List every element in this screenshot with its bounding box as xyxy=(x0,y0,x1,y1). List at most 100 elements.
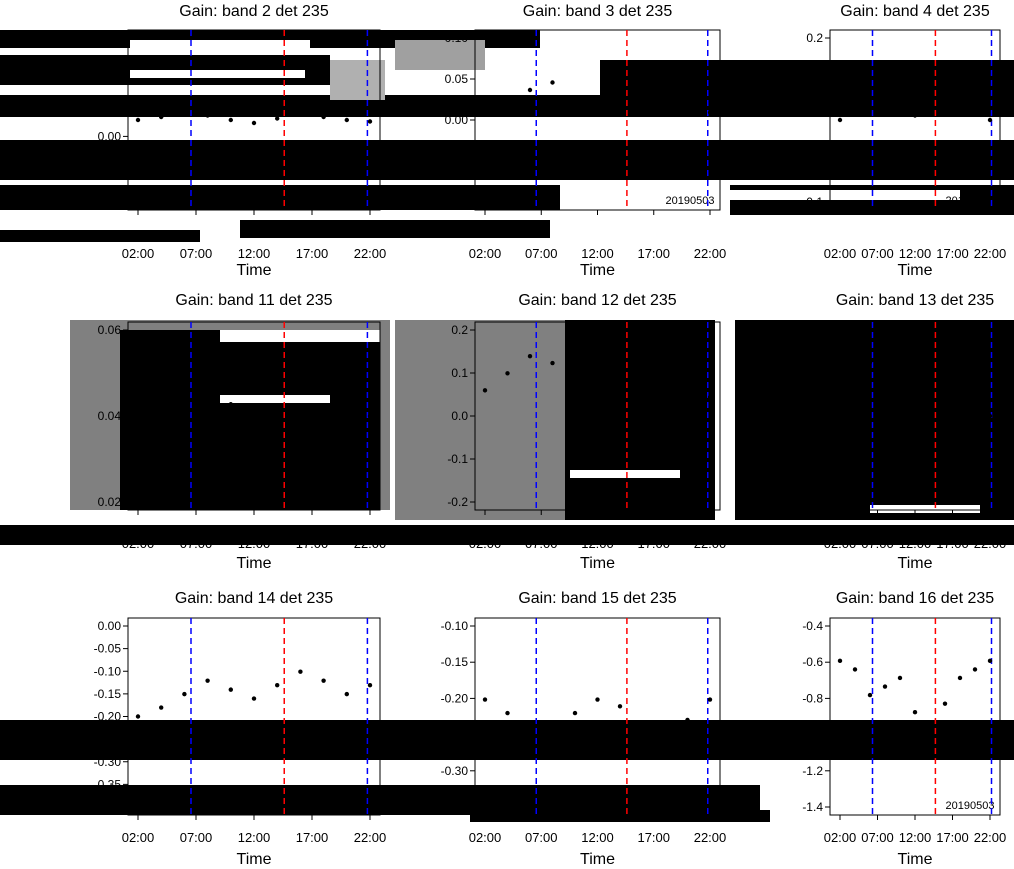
data-point xyxy=(482,388,488,393)
x-tick-label: 02:00 xyxy=(122,830,155,845)
panel-title: Gain: band 14 det 235 xyxy=(175,590,333,607)
y-tick-label: -0.08 xyxy=(796,409,824,423)
data-point xyxy=(685,102,690,108)
data-point xyxy=(205,113,210,118)
data-point xyxy=(640,724,645,729)
data-point xyxy=(275,116,280,121)
panel-8: Gain: band 15 det 235 -0.10 -0.15 -0.20 -0.2… xyxy=(441,590,727,868)
data-point xyxy=(640,87,645,93)
data-point xyxy=(135,714,141,719)
data-point xyxy=(182,691,187,697)
y-tick-label: -0.1 xyxy=(802,195,823,209)
data-point xyxy=(482,697,488,702)
x-axis-label: Time xyxy=(898,262,933,279)
plot-area-frame xyxy=(829,29,1001,211)
y-tick-label: 0.0 xyxy=(806,140,823,154)
data-point xyxy=(182,366,187,372)
date-annotation: 20190503 xyxy=(946,195,995,207)
y-tick-label: 0.04 xyxy=(98,64,122,78)
x-tick-label: 17:00 xyxy=(637,830,670,845)
y-tick-label: -0.04 xyxy=(796,352,824,366)
x-tick-label: 07:00 xyxy=(180,246,213,261)
x-tick-label: 07:00 xyxy=(525,246,558,261)
date-annotation: 20190503 xyxy=(666,800,715,812)
panel-title: Gain: band 15 det 235 xyxy=(518,590,676,607)
x-tick-label: 12:00 xyxy=(581,246,614,261)
data-point xyxy=(572,95,578,100)
y-tick-label: -0.20 xyxy=(94,710,122,724)
data-point xyxy=(344,402,349,407)
data-point xyxy=(527,87,533,93)
date-annotation: 20190503 xyxy=(666,495,715,507)
x-axis-label: Time xyxy=(237,555,272,572)
x-tick-label: 07:00 xyxy=(525,830,558,845)
y-tick-label: 0.1 xyxy=(451,366,468,380)
data-point xyxy=(550,724,555,729)
y-tick-label: 0.1 xyxy=(806,86,823,100)
glitch-block xyxy=(220,330,380,342)
data-point xyxy=(852,373,858,378)
x-tick-label: 22:00 xyxy=(694,830,727,845)
glitch-block xyxy=(130,70,305,78)
data-point xyxy=(251,120,257,126)
y-tick-label: -1.2 xyxy=(802,764,823,778)
y-tick-label: -0.12 xyxy=(796,466,824,480)
y-tick-label: -0.05 xyxy=(94,642,122,656)
x-tick-label: 07:00 xyxy=(861,536,894,551)
x-tick-label: 17:00 xyxy=(296,830,329,845)
glitch-block xyxy=(0,140,1014,180)
data-point xyxy=(685,381,690,386)
data-point xyxy=(159,114,164,120)
data-point xyxy=(228,687,233,692)
data-point xyxy=(505,371,510,376)
y-tick-label: -0.02 xyxy=(94,162,122,176)
data-point xyxy=(867,360,873,365)
x-tick-label: 12:00 xyxy=(899,246,932,261)
data-point xyxy=(942,95,948,100)
x-axis-label: Time xyxy=(580,262,615,279)
panel-2: Gain: band 3 det 235 0.10 0.05 0.00 -0.05 -0.… xyxy=(441,3,727,279)
x-axis-label: Time xyxy=(237,262,272,279)
data-point xyxy=(927,727,933,732)
data-point xyxy=(897,99,903,105)
plot-area-frame xyxy=(474,29,721,211)
x-tick-label: 12:00 xyxy=(238,536,271,551)
x-tick-label: 02:00 xyxy=(122,246,155,261)
x-tick-label: 12:00 xyxy=(238,246,271,261)
x-tick-label: 02:00 xyxy=(824,246,857,261)
data-point xyxy=(135,413,141,419)
data-point xyxy=(617,704,623,709)
y-tick-label: -0.2 xyxy=(447,495,468,509)
glitch-block xyxy=(570,470,680,478)
data-point xyxy=(367,682,373,688)
y-tick-label: -0.10 xyxy=(94,664,122,678)
data-point xyxy=(662,731,668,736)
data-point xyxy=(942,386,948,392)
panel-9: Gain: band 16 det 235 -0.4 -0.6 -0.8 -1.0 -1.… xyxy=(802,590,1006,868)
y-tick-label: -0.02 xyxy=(796,323,824,337)
x-tick-label: 07:00 xyxy=(525,536,558,551)
date-annotation: 20190503 xyxy=(946,495,995,507)
data-point xyxy=(685,717,690,723)
glitch-block xyxy=(730,190,960,200)
panel-4: Gain: band 11 det 235 0.06 0.04 0.02 02:00 07… xyxy=(98,292,387,572)
data-point xyxy=(550,80,555,85)
glitch-block xyxy=(0,230,200,242)
data-point xyxy=(912,113,918,118)
y-tick-label: -0.15 xyxy=(94,687,122,701)
data-point xyxy=(837,117,843,123)
data-point xyxy=(927,413,933,419)
data-point xyxy=(867,95,873,100)
x-tick-label: 22:00 xyxy=(974,246,1007,261)
x-tick-label: 22:00 xyxy=(694,246,727,261)
x-tick-label: 02:00 xyxy=(469,830,502,845)
panel-6: Gain: band 13 det 235 -0.02 -0.04 -0.06 -0.0… xyxy=(796,292,1007,572)
y-tick-label: 0.2 xyxy=(451,323,468,337)
date-annotation: 20190503 xyxy=(666,195,715,207)
data-point xyxy=(707,110,713,115)
data-point xyxy=(852,104,858,109)
x-axis-label: Time xyxy=(580,555,615,572)
data-point xyxy=(987,658,993,664)
data-point xyxy=(837,386,843,392)
